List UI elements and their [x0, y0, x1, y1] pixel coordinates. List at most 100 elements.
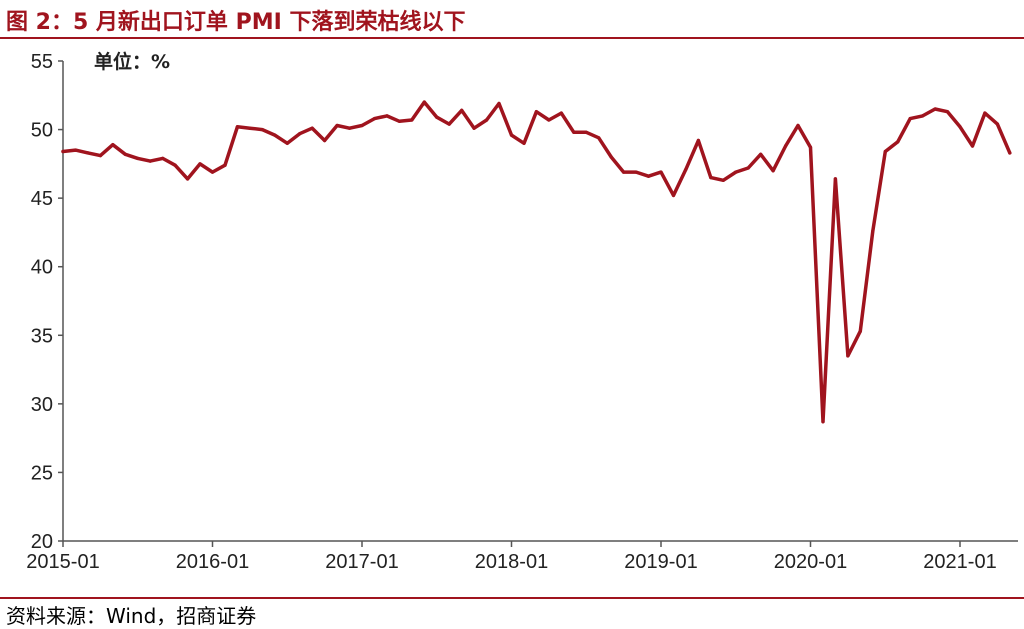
data-point	[335, 123, 339, 128]
data-point	[385, 114, 389, 118]
data-point	[958, 125, 962, 129]
data-point	[472, 126, 476, 130]
data-point	[410, 118, 414, 122]
data-point	[559, 111, 563, 115]
x-tick-label: 2016-01	[176, 551, 249, 573]
data-point	[98, 154, 102, 158]
data-point	[61, 149, 65, 154]
x-tick-label: 2021-01	[923, 551, 996, 573]
data-point	[921, 114, 925, 118]
data-point	[397, 119, 401, 123]
data-point	[509, 133, 514, 137]
data-point	[223, 163, 227, 167]
data-point	[136, 156, 140, 160]
data-point	[111, 143, 115, 147]
data-point	[435, 115, 439, 119]
y-tick-label: 55	[31, 51, 53, 73]
y-axis-ticks: 55 50 45 40 35 30 25 20	[31, 51, 63, 553]
data-point	[970, 144, 975, 148]
data-point	[73, 148, 78, 152]
data-point	[646, 174, 651, 178]
data-point	[123, 152, 127, 156]
data-point	[983, 111, 987, 115]
data-point	[696, 138, 701, 143]
title-divider	[0, 37, 1024, 39]
data-point	[273, 133, 277, 137]
data-point	[709, 176, 713, 180]
data-point	[235, 125, 239, 129]
x-tick-label: 2015-01	[26, 551, 99, 573]
data-point	[634, 170, 638, 174]
data-point	[945, 110, 950, 114]
data-point	[821, 420, 825, 424]
data-point	[447, 122, 451, 126]
data-point	[746, 166, 750, 170]
data-point	[323, 138, 327, 143]
data-point	[908, 117, 912, 121]
data-point	[771, 169, 775, 173]
data-point	[833, 177, 838, 181]
unit-label: 单位：%	[94, 50, 170, 73]
data-point	[896, 140, 900, 144]
data-point	[173, 163, 177, 167]
data-point	[572, 130, 576, 134]
y-tick-label: 25	[31, 462, 53, 484]
data-point	[161, 156, 165, 160]
data-point	[609, 155, 613, 159]
data-point	[584, 130, 588, 134]
data-point	[422, 100, 426, 104]
data-point	[248, 126, 252, 130]
y-tick-label: 35	[31, 325, 53, 347]
data-point	[622, 170, 626, 174]
source-note: 资料来源：Wind，招商证券	[6, 604, 257, 628]
data-point	[721, 178, 725, 182]
data-point	[933, 107, 937, 111]
data-point	[210, 170, 215, 174]
data-point	[808, 145, 813, 149]
data-point	[858, 329, 862, 333]
data-point	[871, 229, 875, 233]
data-point	[547, 118, 551, 122]
data-point	[460, 108, 464, 112]
chart-title: 图 2：5 月新出口订单 PMI 下落到荣枯线以下	[6, 10, 466, 35]
data-point	[522, 141, 526, 145]
data-point	[597, 136, 601, 140]
data-point	[759, 152, 763, 156]
x-tick-label: 2020-01	[774, 551, 847, 573]
data-point	[285, 141, 289, 145]
chart-axes	[62, 61, 1018, 542]
y-tick-label: 40	[31, 257, 53, 279]
data-point	[347, 126, 352, 130]
y-tick-label: 50	[31, 120, 53, 142]
data-point	[148, 159, 152, 163]
data-point	[883, 149, 887, 154]
data-point	[360, 123, 364, 128]
data-point	[260, 128, 264, 132]
data-point	[846, 354, 850, 358]
data-point	[1008, 151, 1012, 155]
x-tick-label: 2018-01	[475, 551, 548, 573]
data-point	[186, 177, 190, 181]
data-point	[86, 151, 90, 155]
data-point	[497, 101, 501, 106]
data-point	[198, 162, 202, 166]
data-point	[995, 122, 1000, 126]
x-tick-label: 2019-01	[624, 551, 697, 573]
x-axis-ticks: 2015-01 2016-01 2017-01 2018-01 2019-01 2020-…	[26, 541, 997, 573]
data-point	[534, 110, 539, 114]
series-line	[61, 100, 1012, 424]
data-point	[734, 170, 738, 174]
data-point	[684, 167, 688, 171]
footer-divider	[0, 597, 1024, 599]
data-point	[796, 123, 800, 128]
x-tick-label: 2017-01	[325, 551, 398, 573]
data-point	[485, 118, 489, 122]
data-point	[784, 144, 788, 148]
data-point	[372, 117, 377, 121]
y-tick-label: 30	[31, 394, 53, 416]
data-point	[298, 132, 302, 136]
y-tick-label: 20	[31, 531, 53, 553]
series-group	[61, 100, 1012, 424]
data-point	[671, 193, 676, 197]
